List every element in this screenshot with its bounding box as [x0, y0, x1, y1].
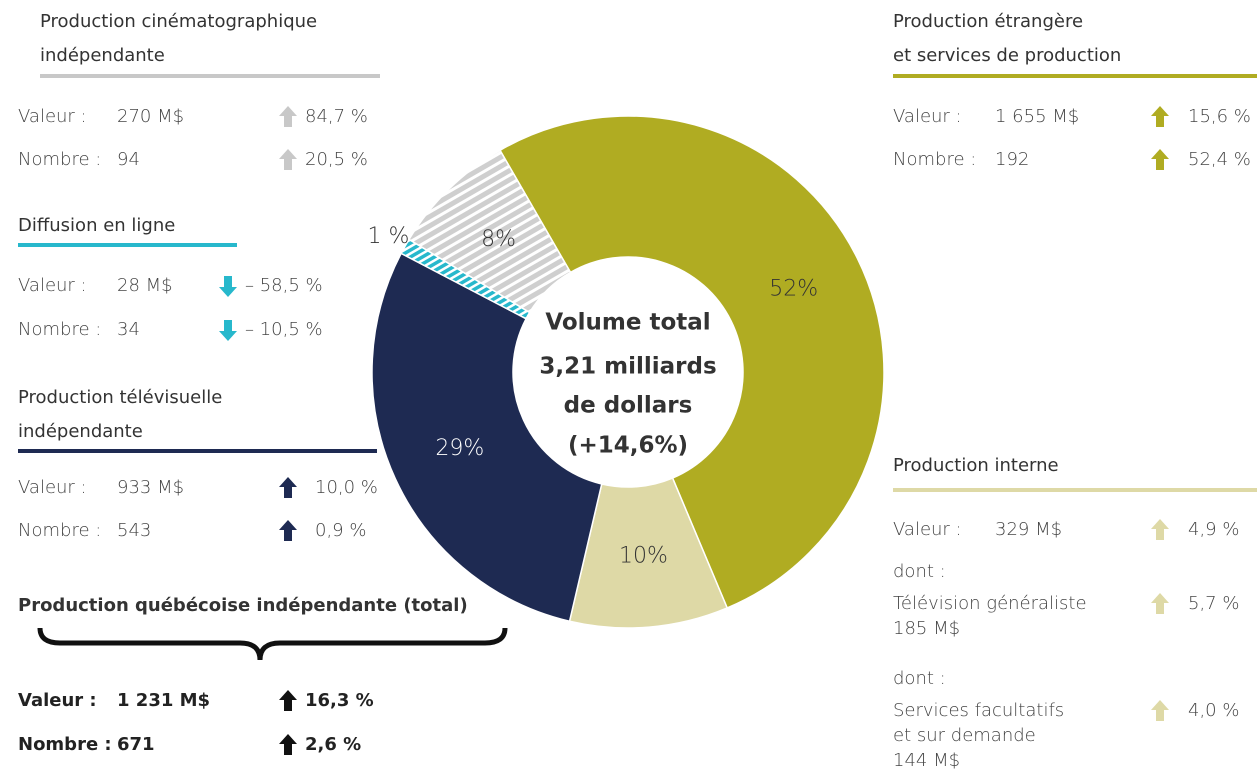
segment-label: 29% — [435, 436, 484, 461]
trend-arrow — [1151, 519, 1169, 540]
center-text: Volume total — [545, 310, 710, 336]
segment-label: 1 % — [367, 224, 409, 249]
row-change: – 10,5 % — [245, 319, 323, 340]
row-change: 4,0 % — [1188, 700, 1239, 721]
row-change: 15,6 % — [1188, 106, 1251, 127]
trend-arrow — [279, 520, 297, 541]
center-text: de dollars — [564, 393, 693, 419]
donut-segment — [407, 149, 572, 314]
row-label: dont : — [893, 561, 946, 582]
row-label: Valeur : — [18, 275, 87, 296]
trend-arrow — [279, 477, 297, 498]
trend-arrow — [279, 106, 297, 127]
panel-title: et services de production — [893, 45, 1121, 66]
segment-label: 10% — [619, 543, 668, 568]
row-label: Valeur : — [18, 690, 97, 711]
row-detail: Télévision généraliste — [893, 593, 1087, 614]
trend-arrow — [279, 734, 297, 755]
row-value: 1 231 M$ — [117, 690, 210, 711]
row-value: 329 M$ — [995, 519, 1062, 540]
row-value: 1 655 M$ — [995, 106, 1079, 127]
row-value: 671 — [117, 734, 155, 755]
row-change: – 58,5 % — [245, 275, 323, 296]
row-label: Nombre : — [18, 319, 101, 340]
row-value: 270 M$ — [117, 106, 184, 127]
panel-title: Diffusion en ligne — [18, 215, 175, 236]
row-label: Valeur : — [18, 106, 87, 127]
trend-arrow — [279, 149, 297, 170]
row-value: 543 — [117, 520, 151, 541]
trend-arrow — [219, 320, 237, 341]
row-label: Nombre : — [18, 734, 112, 755]
trend-arrow — [279, 690, 297, 711]
row-value: 94 — [117, 149, 140, 170]
trend-arrow — [1151, 106, 1169, 127]
trend-arrow — [219, 276, 237, 297]
donut-segment — [498, 115, 885, 609]
panel-title: Production étrangère — [893, 11, 1083, 32]
brace — [37, 627, 508, 661]
center-text: (+14,6%) — [568, 433, 688, 459]
row-label: Valeur : — [18, 477, 87, 498]
panel-title: Production cinématographique — [40, 11, 317, 32]
panel-title: Production québécoise indépendante (tota… — [18, 595, 468, 616]
row-label: Nombre : — [893, 149, 976, 170]
panel-title: indépendante — [18, 421, 143, 442]
center-text: 3,21 milliards — [539, 354, 716, 380]
row-label: dont : — [893, 668, 946, 689]
row-change: 16,3 % — [305, 690, 374, 711]
panel-title: Production télévisuelle — [18, 387, 222, 408]
panel-title: indépendante — [40, 45, 165, 66]
row-detail: et sur demande — [893, 725, 1036, 746]
row-change: 10,0 % — [315, 477, 378, 498]
row-change: 52,4 % — [1188, 149, 1251, 170]
row-value: 192 — [995, 149, 1029, 170]
row-detail: Services facultatifs — [893, 700, 1064, 721]
row-change: 4,9 % — [1188, 519, 1239, 540]
donut-segment — [371, 252, 603, 623]
row-value: 933 M$ — [117, 477, 184, 498]
panel-title: Production interne — [893, 455, 1059, 476]
row-label: Nombre : — [18, 520, 101, 541]
row-change: 20,5 % — [305, 149, 368, 170]
segment-label: 52% — [769, 277, 818, 302]
trend-arrow — [1151, 149, 1169, 170]
row-label: Valeur : — [893, 106, 962, 127]
row-label: Valeur : — [893, 519, 962, 540]
row-label: Nombre : — [18, 149, 101, 170]
row-change: 2,6 % — [305, 734, 361, 755]
row-change: 5,7 % — [1188, 593, 1239, 614]
row-change: 0,9 % — [315, 520, 366, 541]
row-value: 34 — [117, 319, 140, 340]
row-detail: 144 M$ — [893, 750, 960, 769]
row-value: 28 M$ — [117, 275, 173, 296]
row-detail: 185 M$ — [893, 618, 960, 639]
trend-arrow — [1151, 700, 1169, 721]
row-change: 84,7 % — [305, 106, 368, 127]
segment-label: 8% — [481, 227, 516, 252]
trend-arrow — [1151, 593, 1169, 614]
